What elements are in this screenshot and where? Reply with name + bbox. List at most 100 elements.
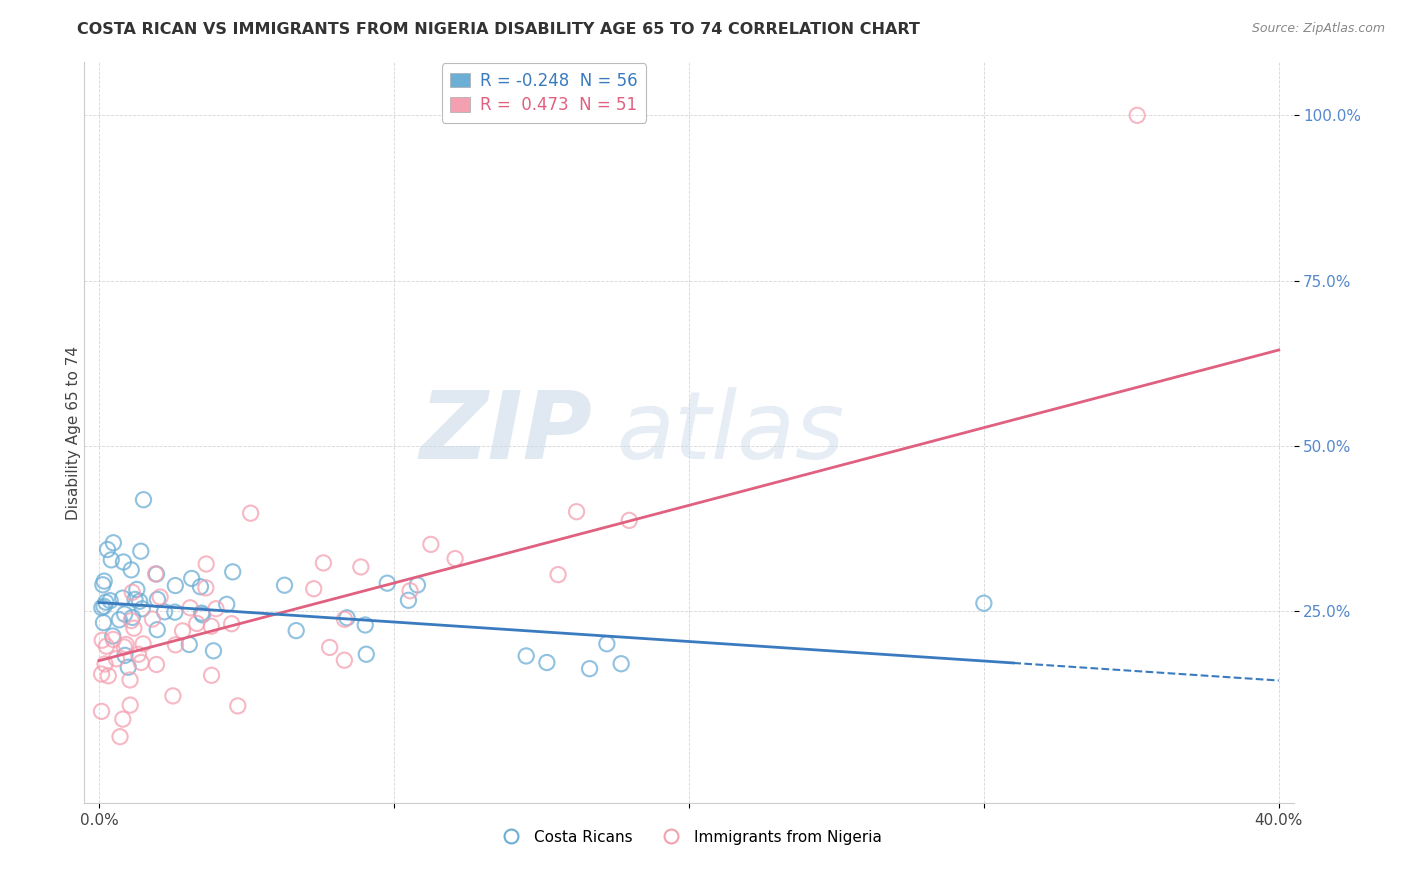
Point	[222, 565, 245, 579]
Point	[121, 585, 143, 599]
Point	[117, 660, 139, 674]
Point	[273, 578, 295, 592]
Point	[94, 657, 117, 671]
Point	[515, 648, 537, 663]
Point	[100, 553, 122, 567]
Point	[101, 629, 124, 643]
Point	[90, 704, 112, 718]
Point	[536, 656, 558, 670]
Point	[165, 638, 187, 652]
Point	[120, 698, 142, 712]
Point	[146, 623, 169, 637]
Point	[128, 594, 150, 608]
Point	[318, 640, 340, 655]
Point	[195, 557, 218, 571]
Point	[145, 657, 167, 672]
Point	[619, 513, 641, 527]
Point	[162, 689, 184, 703]
Point	[163, 605, 186, 619]
Point	[108, 730, 131, 744]
Text: COSTA RICAN VS IMMIGRANTS FROM NIGERIA DISABILITY AGE 65 TO 74 CORRELATION CHART: COSTA RICAN VS IMMIGRANTS FROM NIGERIA D…	[77, 22, 920, 37]
Point	[172, 624, 194, 638]
Point	[108, 613, 131, 627]
Point	[1126, 108, 1149, 122]
Point	[399, 583, 422, 598]
Point	[105, 652, 128, 666]
Text: ZIP: ZIP	[419, 386, 592, 479]
Point	[96, 542, 118, 557]
Point	[221, 616, 243, 631]
Point	[186, 616, 208, 631]
Point	[90, 600, 112, 615]
Point	[312, 556, 335, 570]
Point	[302, 582, 325, 596]
Point	[396, 593, 419, 607]
Point	[596, 637, 619, 651]
Point	[93, 599, 115, 614]
Point	[180, 571, 202, 585]
Point	[145, 566, 167, 581]
Point	[149, 590, 172, 604]
Point	[375, 576, 398, 591]
Point	[190, 606, 212, 620]
Point	[153, 605, 176, 619]
Point	[103, 535, 125, 549]
Point	[973, 596, 995, 610]
Point	[333, 612, 356, 626]
Point	[239, 506, 262, 520]
Point	[194, 581, 217, 595]
Point	[406, 578, 429, 592]
Point	[96, 639, 118, 653]
Point	[118, 673, 141, 687]
Point	[129, 544, 152, 558]
Point	[120, 614, 142, 628]
Point	[93, 615, 115, 630]
Text: Source: ZipAtlas.com: Source: ZipAtlas.com	[1251, 22, 1385, 36]
Point	[179, 600, 201, 615]
Point	[419, 537, 441, 551]
Point	[354, 618, 377, 632]
Text: atlas: atlas	[616, 387, 845, 478]
Point	[215, 597, 238, 611]
Point	[205, 601, 228, 615]
Point	[141, 612, 163, 626]
Point	[350, 560, 373, 574]
Point	[179, 638, 201, 652]
Point	[115, 637, 138, 651]
Point	[547, 567, 569, 582]
Point	[98, 593, 121, 607]
Point	[202, 644, 225, 658]
Point	[200, 668, 222, 682]
Point	[122, 621, 145, 635]
Point	[112, 640, 135, 654]
Point	[285, 624, 308, 638]
Point	[190, 580, 212, 594]
Point	[111, 712, 134, 726]
Point	[103, 632, 125, 647]
Point	[114, 607, 136, 621]
Point	[146, 592, 169, 607]
Point	[610, 657, 633, 671]
Point	[191, 607, 214, 622]
Point	[356, 647, 378, 661]
Point	[127, 648, 149, 662]
Point	[226, 698, 249, 713]
Point	[131, 601, 153, 615]
Point	[200, 619, 222, 633]
Point	[121, 610, 143, 624]
Point	[145, 566, 167, 581]
Point	[124, 592, 146, 607]
Legend: Costa Ricans, Immigrants from Nigeria: Costa Ricans, Immigrants from Nigeria	[489, 823, 889, 851]
Point	[111, 591, 134, 606]
Point	[336, 611, 359, 625]
Y-axis label: Disability Age 65 to 74: Disability Age 65 to 74	[66, 345, 80, 520]
Point	[129, 656, 152, 670]
Point	[132, 492, 155, 507]
Point	[112, 555, 135, 569]
Point	[91, 578, 114, 592]
Point	[90, 667, 112, 681]
Point	[120, 563, 142, 577]
Point	[97, 669, 120, 683]
Point	[132, 637, 155, 651]
Point	[578, 662, 600, 676]
